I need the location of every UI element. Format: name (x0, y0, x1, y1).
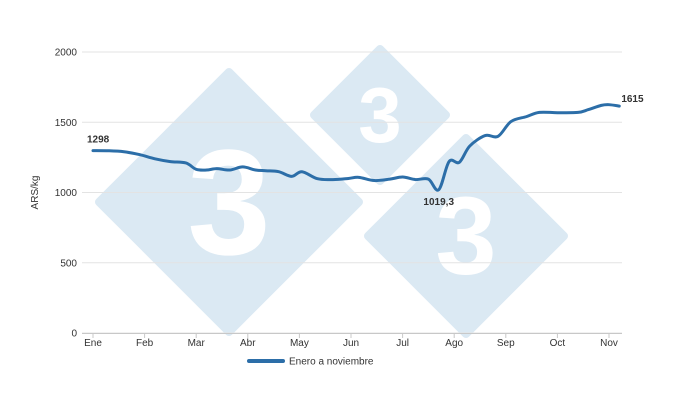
series-line (91, 103, 621, 192)
x-tick-label: May (290, 338, 309, 349)
x-tick-label: Abr (240, 338, 256, 349)
x-tick-label: Nov (600, 338, 618, 349)
data-label: 1298 (87, 135, 110, 146)
axes (82, 333, 622, 338)
x-tick-label: Mar (188, 338, 206, 349)
x-tick-labels: Ene Feb Mar Abr May Jun Jul Ago Sep Oct Nov (84, 338, 618, 349)
x-tick-label: Feb (136, 338, 154, 349)
y-tick-label: 1000 (55, 188, 78, 199)
legend[interactable]: Enero a noviembre (247, 357, 374, 368)
data-label: 1615 (621, 94, 644, 105)
x-tick-label: Oct (550, 338, 566, 349)
x-tick-label: Ene (84, 338, 102, 349)
y-tick-label: 500 (60, 258, 77, 269)
x-tick-label: Jun (343, 338, 359, 349)
x-tick-label: Ago (445, 338, 463, 349)
y-tick-labels: 0 500 1000 1500 2000 (55, 48, 78, 340)
watermark-glyph: 3 (435, 175, 496, 298)
watermark-diamond-shape (95, 68, 363, 336)
y-tick-label: 0 (71, 329, 77, 340)
watermark-diamond-top: 3 (310, 45, 450, 185)
watermark-glyph: 3 (358, 71, 401, 159)
y-axis-label: ARS/kg (30, 176, 41, 210)
data-annotations: 1298 1019,3 1615 (87, 94, 644, 208)
watermark-diamond-left: 3 (95, 68, 363, 336)
watermark-diamond-right: 3 (364, 134, 568, 338)
watermark-logo: 333 (95, 45, 568, 338)
series-lines (91, 103, 621, 192)
y-tick-label: 2000 (55, 48, 78, 59)
legend-label: Enero a noviembre (289, 357, 374, 368)
x-tick-label: Jul (396, 338, 409, 349)
data-label: 1019,3 (423, 197, 454, 208)
y-tick-label: 1500 (55, 118, 78, 129)
x-tick-label: Sep (497, 338, 515, 349)
watermark-glyph: 3 (187, 118, 270, 286)
